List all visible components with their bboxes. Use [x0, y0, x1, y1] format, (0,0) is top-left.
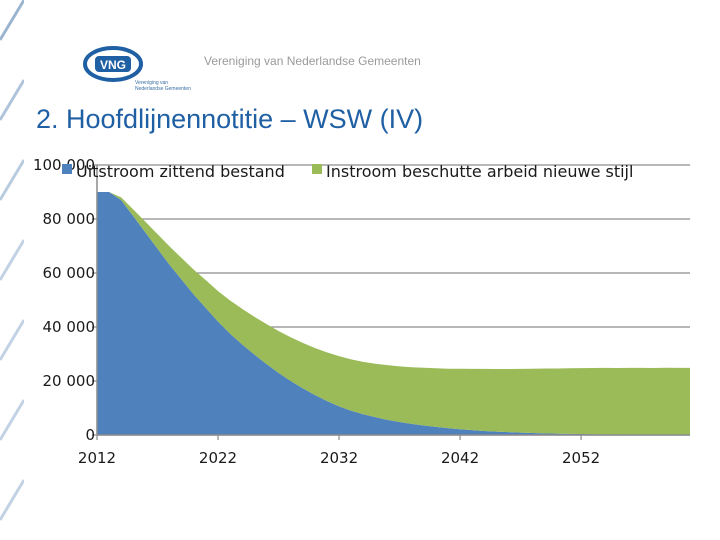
x-axis-ticks: 2012 2022 2032 2042 2052	[78, 435, 600, 467]
y-tick-label: 40 000	[43, 318, 96, 336]
decorative-stripes	[0, 0, 24, 521]
series-area-2	[97, 192, 690, 435]
logo-text: VNG	[100, 58, 126, 72]
logo-subtitle-line: Nederlandse Gemeenten	[135, 86, 191, 92]
chart-axes	[96, 165, 690, 436]
x-tick-label: 2022	[199, 449, 237, 467]
vng-logo: VNG	[80, 44, 190, 94]
logo-subtitle: Vereniging van Nederlandse Gemeenten	[135, 80, 191, 92]
x-tick-label: 2012	[78, 449, 116, 467]
page-title: 2. Hoofdlijnennotitie – WSW (IV)	[36, 104, 424, 134]
legend-label-1: Uitstroom zittend bestand	[76, 162, 285, 181]
chart-areas	[97, 192, 690, 435]
x-tick-label: 2032	[320, 449, 358, 467]
x-tick-label: 2052	[562, 449, 600, 467]
y-tick-label: 60 000	[43, 264, 96, 282]
chart-legend: Uitstroom zittend bestand Instroom beschu…	[62, 162, 633, 181]
y-tick-label: 20 000	[43, 372, 96, 390]
left-decoration	[0, 0, 24, 540]
legend-label-2: Instroom beschutte arbeid nieuwe stijl	[326, 162, 633, 181]
vng-logo-mark: VNG	[83, 46, 143, 82]
y-tick-label: 80 000	[43, 210, 96, 228]
organization-name: Vereniging van Nederlandse Gemeenten	[204, 54, 421, 68]
x-tick-label: 2042	[441, 449, 479, 467]
y-tick-label: 0	[85, 426, 95, 444]
logo-subtitle-line: Vereniging van	[135, 80, 169, 86]
series-area-1	[97, 192, 690, 435]
legend-swatch-1	[62, 164, 72, 174]
legend-swatch-2	[312, 164, 322, 174]
